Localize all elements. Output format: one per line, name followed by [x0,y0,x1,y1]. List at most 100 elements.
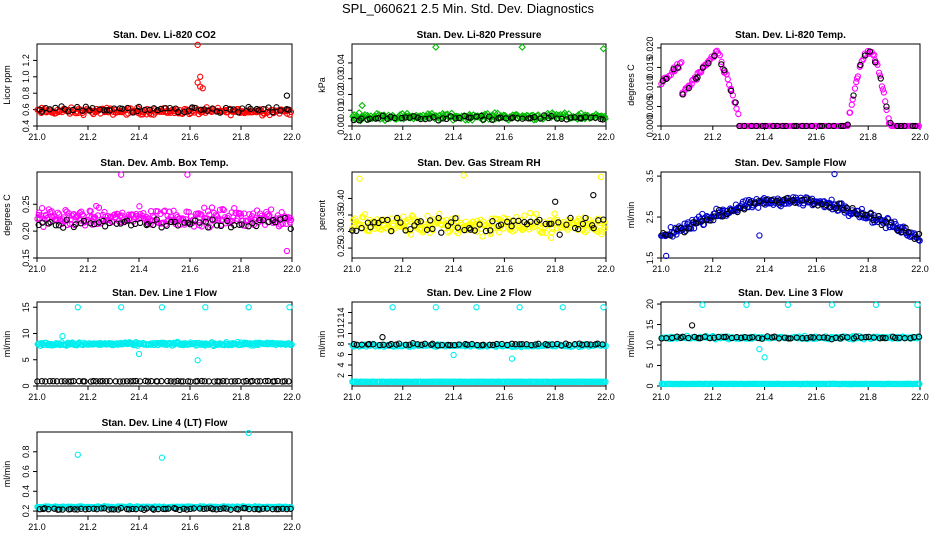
data-point [567,114,574,121]
data-point [878,83,886,90]
data-point [196,219,203,226]
data-point [54,209,62,216]
data-point [832,205,840,212]
x-tick-label: 21.2 [704,264,722,274]
data-point [599,44,608,53]
y-axis-label: Licor ppm [2,65,12,105]
data-point [663,252,670,260]
x-tick-label: 21.0 [343,264,361,274]
x-tick-label: 21.8 [546,392,564,402]
data-point [269,109,276,116]
x-tick-label: 21.8 [232,264,250,274]
y-tick-label: 0.15 [21,249,31,267]
data-point [878,221,885,229]
data-point [521,212,528,219]
data-point [117,220,124,227]
data-point [551,210,558,217]
data-point [376,341,383,349]
data-point [780,196,787,204]
data-point [528,341,535,349]
x-tick-label: 21.0 [343,392,361,402]
data-point [914,301,921,309]
x-tick-label: 21.0 [652,264,670,274]
data-point [267,339,274,347]
data-point [142,215,149,222]
y-tick-label: 20 [645,299,655,309]
data-point [915,333,923,340]
data-point [810,201,817,208]
data-point [601,225,608,232]
data-point [204,107,211,114]
data-point [414,114,421,121]
data-point [135,350,143,358]
data-point [90,377,97,385]
data-point [407,226,414,233]
data-point [124,104,131,112]
data-point [56,211,63,218]
data-point [123,378,131,385]
y-tick-label: 1.2 [21,54,31,67]
data-point [916,237,923,244]
data-point [535,340,542,347]
data-point [843,204,850,211]
data-point [272,219,279,226]
data-point [466,225,473,232]
data-point [820,334,828,341]
data-point [216,206,224,213]
x-tick-label: 21.6 [181,392,199,402]
data-point [202,218,209,225]
data-point [536,216,543,224]
data-point [35,211,42,219]
data-point [278,209,285,216]
data-point [495,229,503,236]
data-point [402,114,409,121]
data-point [667,232,674,239]
data-point [118,171,125,178]
data-point [592,217,599,224]
data-point [94,220,101,228]
data-point [760,200,767,207]
data-point [474,341,481,349]
x-tick-label: 21.4 [756,132,774,142]
data-point [171,218,179,226]
data-point [410,113,417,120]
data-point [366,227,373,235]
data-point [194,378,201,385]
data-point [844,121,851,128]
data-point [387,113,394,120]
data-point [143,505,150,512]
y-axis-label: degrees C [2,194,12,236]
data-point [882,98,889,105]
data-point [783,195,790,202]
data-point [877,75,884,82]
data-point [287,225,294,232]
data-point [245,223,252,230]
data-point [59,332,66,340]
x-tick-label: 21.4 [130,522,148,532]
data-point [164,377,171,385]
data-point [158,378,165,385]
plot-frame [36,171,293,259]
data-point [473,304,480,311]
data-point [393,341,400,348]
data-point [830,122,838,129]
data-point [749,334,756,341]
data-point [100,217,107,225]
data-point [391,114,398,122]
data-point [262,378,269,385]
data-point [253,222,260,230]
data-point [194,41,201,48]
y-tick-label: 5 [21,357,31,362]
chart-panel-10: Stan. Dev. Line 4 (LT) Flow ml/min 21.0 21.… [2,418,301,532]
data-point [287,216,295,224]
chart-panel-2: Stan. Dev. Li-820 Pressure kPa 21.0 21.2 21.… [317,30,615,142]
data-point [181,219,188,226]
data-point [273,104,280,111]
data-point [846,109,854,116]
data-point [533,210,540,217]
data-point [527,114,534,122]
y-tick-label: 14 [336,307,346,317]
x-tick-label: 21.6 [496,392,514,402]
data-point [901,122,908,129]
